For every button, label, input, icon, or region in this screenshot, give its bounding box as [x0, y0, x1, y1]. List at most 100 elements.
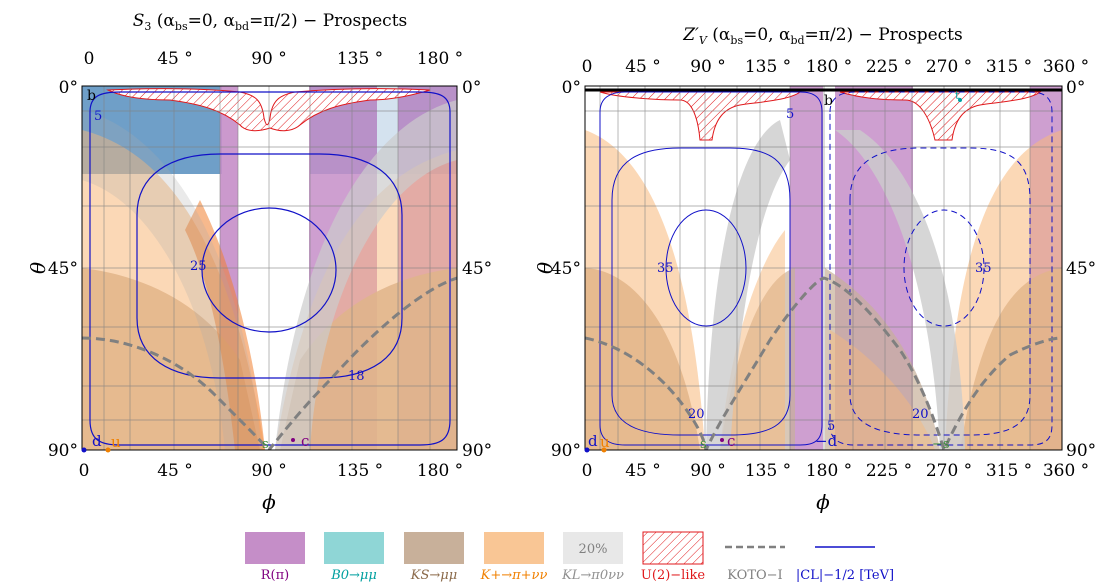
x-tick-top: 225 ° [866, 57, 912, 77]
x-tick-top: 0 [582, 57, 593, 77]
x-tick-top: 270 ° [926, 57, 972, 77]
y-axis-label: θ [533, 262, 557, 274]
x-tick-top: 180 ° [806, 57, 852, 77]
x-tick-bottom: 360 ° [1043, 461, 1089, 481]
x-tick-bottom: 225 ° [866, 461, 912, 481]
y-tick-left: 45° [551, 259, 581, 279]
legend-label: K+→π+νν [480, 568, 548, 583]
ks-mumu-region [825, 268, 940, 450]
cl-contour-20 [611, 147, 791, 436]
legend-swatch-kplus [484, 532, 544, 564]
x-tick-top: 90 ° [690, 57, 726, 77]
y-tick-right: 0° [462, 78, 481, 98]
contour-label: 20 [912, 407, 929, 422]
y-tick-left: 45° [48, 259, 78, 279]
left-chart-title: S3 (αbs=0, αbd=π/2) − Prospects [133, 11, 408, 33]
x-tick-bottom: 135 ° [337, 461, 383, 481]
x-tick-top: 45 ° [157, 49, 193, 69]
y-tick-left: 90° [551, 441, 581, 461]
legend-label: KL→π0νν [561, 568, 624, 583]
x-axis-label: ϕ [262, 490, 276, 514]
legend-swatch-text: 20% [579, 542, 608, 557]
legend-swatch-ks-mumu [404, 532, 464, 564]
legend-label: R(π) [261, 568, 289, 583]
x-tick-top: 0 [84, 49, 95, 69]
point-label-d: d [92, 432, 102, 450]
point-label-t: t [955, 89, 960, 102]
legend-swatch-u2-like [642, 531, 704, 565]
contour-label: 18 [348, 369, 365, 384]
cl-contour-20-dashed [849, 147, 1031, 436]
y-axis-label: θ [26, 262, 50, 274]
point-label-minus-s: −s [932, 437, 950, 452]
legend-label: KS→μμ [410, 568, 457, 583]
legend-swatch-kl [563, 532, 623, 564]
legend: R(π) B0→μμ KS→μμ K+→π+νν 20% KL→π0νν U(2… [245, 531, 894, 583]
cl-contour-25 [136, 153, 403, 379]
point-label-s: s [700, 437, 707, 452]
x-tick-bottom: 90 ° [690, 461, 726, 481]
legend-swatch-r-pi [245, 532, 305, 564]
cl-contour-5-dashed [829, 91, 1053, 446]
x-tick-top: 360 ° [1043, 57, 1089, 77]
contour-label: 5 [94, 109, 102, 124]
x-tick-bottom: 45 ° [625, 461, 661, 481]
contour-label: 35 [975, 261, 992, 276]
x-tick-top: 135 ° [337, 49, 383, 69]
kl-region [835, 130, 965, 450]
y-tick-right: 90° [1066, 441, 1096, 461]
kplus-region [720, 230, 785, 450]
contour-label: 20 [688, 407, 705, 422]
y-tick-right: 0° [1066, 78, 1085, 98]
legend-label: |CL|−1/2 [TeV] [796, 568, 894, 583]
point-label-c: c [301, 432, 309, 450]
point-label-s: s [262, 437, 269, 452]
x-tick-bottom: 135 ° [745, 461, 791, 481]
point-t [958, 98, 962, 102]
x-tick-top: 45 ° [625, 57, 661, 77]
point-d [584, 447, 590, 453]
legend-label: KOTO−I [727, 568, 782, 583]
x-tick-bottom: 180 ° [417, 461, 463, 481]
point-label-minus-d: −d [815, 432, 838, 450]
point-d [81, 447, 87, 453]
right-chart-panel: Z′V (αbs=0, αbd=π/2) − Prospects [533, 25, 1096, 514]
right-chart-title: Z′V (αbs=0, αbd=π/2) − Prospects [682, 25, 963, 47]
x-tick-bottom: 315 ° [986, 461, 1032, 481]
contour-label: 25 [190, 259, 207, 274]
point-label-c: c [727, 432, 735, 450]
y-tick-left: 0° [59, 78, 78, 98]
point-label-b: b [824, 93, 833, 109]
cl-contour-35-dashed [903, 209, 985, 327]
x-tick-bottom: 0 [582, 461, 593, 481]
legend-label: U(2)−like [641, 568, 705, 583]
u2-like-region [839, 91, 1042, 141]
cl-contour-5 [599, 91, 823, 446]
point-label-u: u [111, 433, 121, 451]
x-tick-top: 90 ° [251, 49, 287, 69]
x-tick-top: 180 ° [417, 49, 463, 69]
x-tick-top: 135 ° [745, 57, 791, 77]
cl-contour-5 [89, 91, 451, 446]
point-u [601, 447, 607, 453]
x-tick-bottom: 270 ° [926, 461, 972, 481]
kplus-region [82, 130, 265, 450]
legend-label: B0→μμ [330, 568, 377, 583]
kl-region [706, 120, 790, 450]
y-tick-left: 90° [48, 441, 78, 461]
x-tick-top: 315 ° [986, 57, 1032, 77]
koto-curve [585, 276, 1062, 450]
contour-label: 5 [827, 419, 835, 434]
y-tick-right: 90° [462, 441, 492, 461]
y-tick-right: 45° [462, 259, 492, 279]
point-label-b: b [87, 88, 96, 104]
left-chart-panel: S3 (αbs=0, αbd=π/2) − Prospects [26, 11, 492, 514]
y-tick-left: 0° [562, 78, 581, 98]
u2-like-region [599, 91, 802, 141]
legend-swatch-b0-mumu [324, 532, 384, 564]
kplus-region [185, 200, 265, 450]
point-c [291, 438, 295, 442]
point-label-u: u [600, 433, 610, 451]
x-tick-bottom: 0 [79, 461, 90, 481]
